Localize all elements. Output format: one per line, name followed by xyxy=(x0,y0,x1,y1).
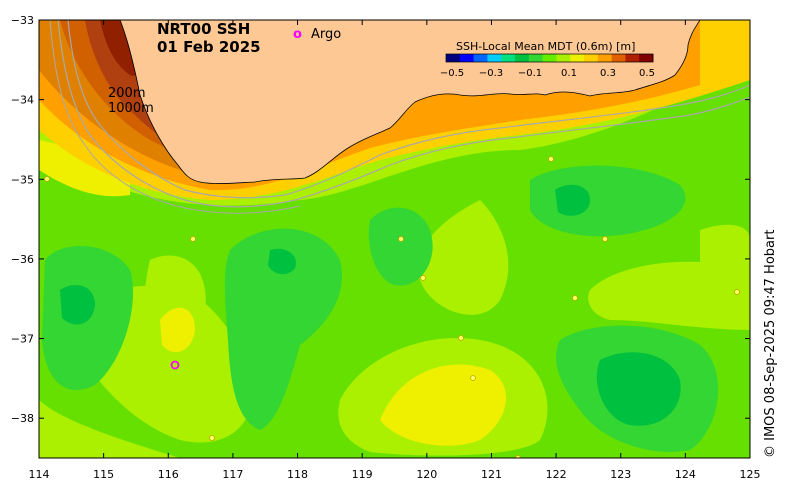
isobath-1000m xyxy=(57,20,750,208)
float-marker xyxy=(458,335,464,341)
ssh-contour-band xyxy=(700,224,750,300)
ssh-contour-band xyxy=(418,200,509,315)
x-tick-label: 120 xyxy=(416,468,437,481)
colorbar-swatch xyxy=(501,54,516,62)
x-tick-label: 117 xyxy=(222,468,243,481)
ssh-contour-band xyxy=(530,165,686,237)
ssh-contour-band xyxy=(368,207,433,286)
plot-frame xyxy=(38,19,751,459)
float-marker xyxy=(734,289,740,295)
colorbar-swatch xyxy=(639,54,654,62)
ssh-contour-band xyxy=(39,140,130,197)
y-tick-label: −37 xyxy=(11,333,34,346)
colorbar-swatch xyxy=(556,54,571,62)
colorbar-swatch xyxy=(515,54,530,62)
x-axis: 114 115 116 117 118 119 120 121 122 123 124 125 xyxy=(29,20,761,481)
colorbar-swatch xyxy=(528,54,544,62)
colorbar-swatch xyxy=(446,54,461,62)
ssh-contour-band xyxy=(380,364,507,446)
y-tick-label: −38 xyxy=(11,412,34,425)
x-tick-label: 123 xyxy=(610,468,631,481)
colorbar-tick-label: 0.1 xyxy=(561,68,577,79)
x-tick-label: 114 xyxy=(29,468,50,481)
y-tick-label: −36 xyxy=(11,253,34,266)
x-tick-label: 116 xyxy=(158,468,179,481)
credit-text: © IMOS 08-Sep-2025 09:47 Hobart xyxy=(763,229,778,458)
x-tick-label: 121 xyxy=(481,468,502,481)
colorbar-swatches xyxy=(446,54,654,62)
x-tick-label: 119 xyxy=(352,468,373,481)
colorbar-ticks: −0.5 −0.3 −0.1 0.1 0.3 0.5 xyxy=(440,68,655,79)
colorbar-tick-label: −0.1 xyxy=(518,68,542,79)
colorbar-swatch xyxy=(570,54,585,62)
x-tick-label: 115 xyxy=(93,468,114,481)
ssh-contour-band xyxy=(224,228,342,430)
float-marker xyxy=(190,236,196,242)
colorbar-swatch xyxy=(597,54,613,62)
argo-legend-symbol: o xyxy=(293,27,302,42)
colorbar-swatch xyxy=(473,54,488,62)
float-marker xyxy=(572,295,578,301)
float-marker xyxy=(515,455,521,458)
ssh-contour-band xyxy=(596,352,681,426)
colorbar-tick-label: 0.3 xyxy=(600,68,616,79)
colorbar-swatch xyxy=(625,54,640,62)
colorbar-tick-label: 0.5 xyxy=(639,68,655,79)
isobath-200m-label: 200m xyxy=(108,86,145,101)
map-title-line2: 01 Feb 2025 xyxy=(157,38,261,56)
argo-float-marker[interactable] xyxy=(170,360,180,370)
x-tick-label: 124 xyxy=(675,468,696,481)
float-marker xyxy=(398,236,404,242)
float-marker xyxy=(602,236,608,242)
float-marker xyxy=(209,435,215,441)
colorbar-swatch xyxy=(459,54,475,62)
colorbar-swatch xyxy=(584,54,599,62)
x-tick-label: 125 xyxy=(740,468,761,481)
colorbar-swatch xyxy=(487,54,502,62)
ssh-contour-band xyxy=(268,248,296,275)
isobath-1000m xyxy=(49,20,301,214)
x-tick-label: 118 xyxy=(287,468,308,481)
y-axis: −33 −34 −35 −36 −37 −38 xyxy=(11,14,750,425)
colorbar-swatch xyxy=(542,54,557,62)
y-tick-label: −34 xyxy=(11,94,34,107)
isobath-1000m-label: 1000m xyxy=(108,101,154,116)
colorbar: SSH-Local Mean MDT (0.6m) [m] −0.5 −0.3 −0… xyxy=(440,40,655,79)
map-title-line1: NRT00 SSH xyxy=(157,20,250,38)
float-marker xyxy=(420,275,426,281)
colorbar-title: SSH-Local Mean MDT (0.6m) [m] xyxy=(456,40,635,53)
ssh-contour-band xyxy=(160,307,195,353)
float-markers xyxy=(44,156,740,458)
ssh-contour-band xyxy=(555,184,590,216)
isobath-200m xyxy=(67,20,750,199)
map-plot-area[interactable] xyxy=(39,20,750,461)
ssh-contour-band xyxy=(39,400,180,458)
colorbar-frame xyxy=(445,53,654,63)
colorbar-swatch xyxy=(611,54,626,62)
y-tick-label: −33 xyxy=(11,14,34,27)
ssh-contour-band xyxy=(60,285,95,325)
colorbar-tick-label: −0.5 xyxy=(440,68,464,79)
argo-legend-label: Argo xyxy=(311,27,341,42)
ssh-contour-band xyxy=(588,261,750,330)
x-tick-label: 122 xyxy=(546,468,567,481)
float-marker xyxy=(44,176,50,182)
y-tick-label: −35 xyxy=(11,173,34,186)
float-marker xyxy=(548,156,554,162)
colorbar-tick-label: −0.3 xyxy=(479,68,503,79)
float-marker xyxy=(470,375,476,381)
